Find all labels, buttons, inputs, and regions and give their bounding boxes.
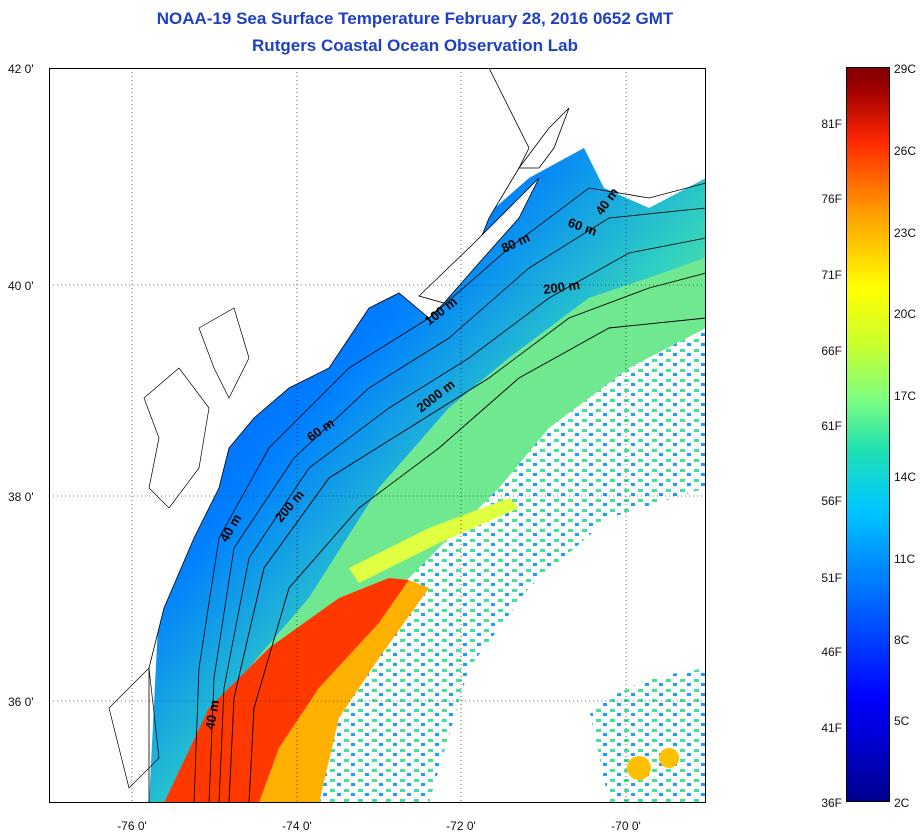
isobath-200m <box>228 272 706 803</box>
graticule <box>49 68 706 803</box>
sst-cold-shelf <box>149 148 706 803</box>
lon-tick-label: -76 0' <box>117 819 147 833</box>
warm-streak <box>349 498 519 583</box>
warm-eddy-spot <box>627 756 651 780</box>
colorbar-c-label: 8C <box>894 633 910 647</box>
warm-eddy-southeast <box>589 668 706 803</box>
colorbar-f-label: 56F <box>821 494 842 508</box>
colorbar-f-label: 51F <box>821 571 842 585</box>
lat-tick-label: 40 0' <box>8 279 34 293</box>
isobath-2000m <box>248 317 706 803</box>
chesapeake-bay <box>143 367 210 509</box>
colorbar-c-label: 20C <box>894 307 917 321</box>
map-title: NOAA-19 Sea Surface Temperature February… <box>156 9 674 28</box>
lat-tick-label: 42 0' <box>8 62 34 76</box>
colorbar-f-label: 76F <box>821 192 842 206</box>
colorbar-c-label: 2C <box>894 796 910 810</box>
delaware-bay <box>198 307 250 399</box>
cape-cod <box>518 107 570 169</box>
contour-label: 200 m <box>542 277 581 297</box>
gulf-stream-warm-core <box>164 578 409 803</box>
colorbar-c-label: 11C <box>894 552 916 566</box>
colorbar-f-label: 46F <box>821 645 842 659</box>
colorbar-c-label: 17C <box>894 389 917 403</box>
lon-tick-label: -72 0' <box>446 819 476 833</box>
map-frame <box>49 68 706 803</box>
temperature-colorbar <box>846 67 890 802</box>
colorbar-f-label: 61F <box>821 419 842 433</box>
isobath-60m <box>208 207 706 803</box>
colorbar-f-label: 36F <box>821 796 842 810</box>
lat-tick-label: 36 0' <box>8 695 34 709</box>
isobath-40m <box>193 182 706 803</box>
colorbar-f-label: 81F <box>821 117 842 131</box>
colorbar-f-label: 71F <box>821 268 842 282</box>
isobath-100m <box>218 237 706 803</box>
long-island <box>418 177 540 304</box>
lon-tick-label: -70 0' <box>611 819 641 833</box>
colorbar-c-label: 29C <box>894 62 917 76</box>
lon-tick-label: -74 0' <box>282 819 312 833</box>
gulf-stream-edge <box>259 580 429 803</box>
sst-speckle <box>309 328 706 803</box>
map-subtitle: Rutgers Coastal Ocean Observation Lab <box>252 36 578 55</box>
colorbar-f-label: 41F <box>821 721 842 735</box>
colorbar-c-label: 5C <box>894 714 910 728</box>
pamlico-sound <box>108 667 160 789</box>
contour-label: 40 m <box>202 699 222 731</box>
land-mainland <box>49 68 530 803</box>
colorbar-c-label: 23C <box>894 226 917 240</box>
colorbar-c-label: 14C <box>894 470 917 484</box>
colorbar-c-label: 26C <box>894 144 917 158</box>
lat-tick-label: 38 0' <box>8 490 34 504</box>
colorbar-f-label: 66F <box>821 344 842 358</box>
warm-eddy-spot <box>659 748 679 768</box>
sst-map: 40 m 60 m 80 m 100 m 200 m 2000 m 60 m 4… <box>49 68 706 803</box>
